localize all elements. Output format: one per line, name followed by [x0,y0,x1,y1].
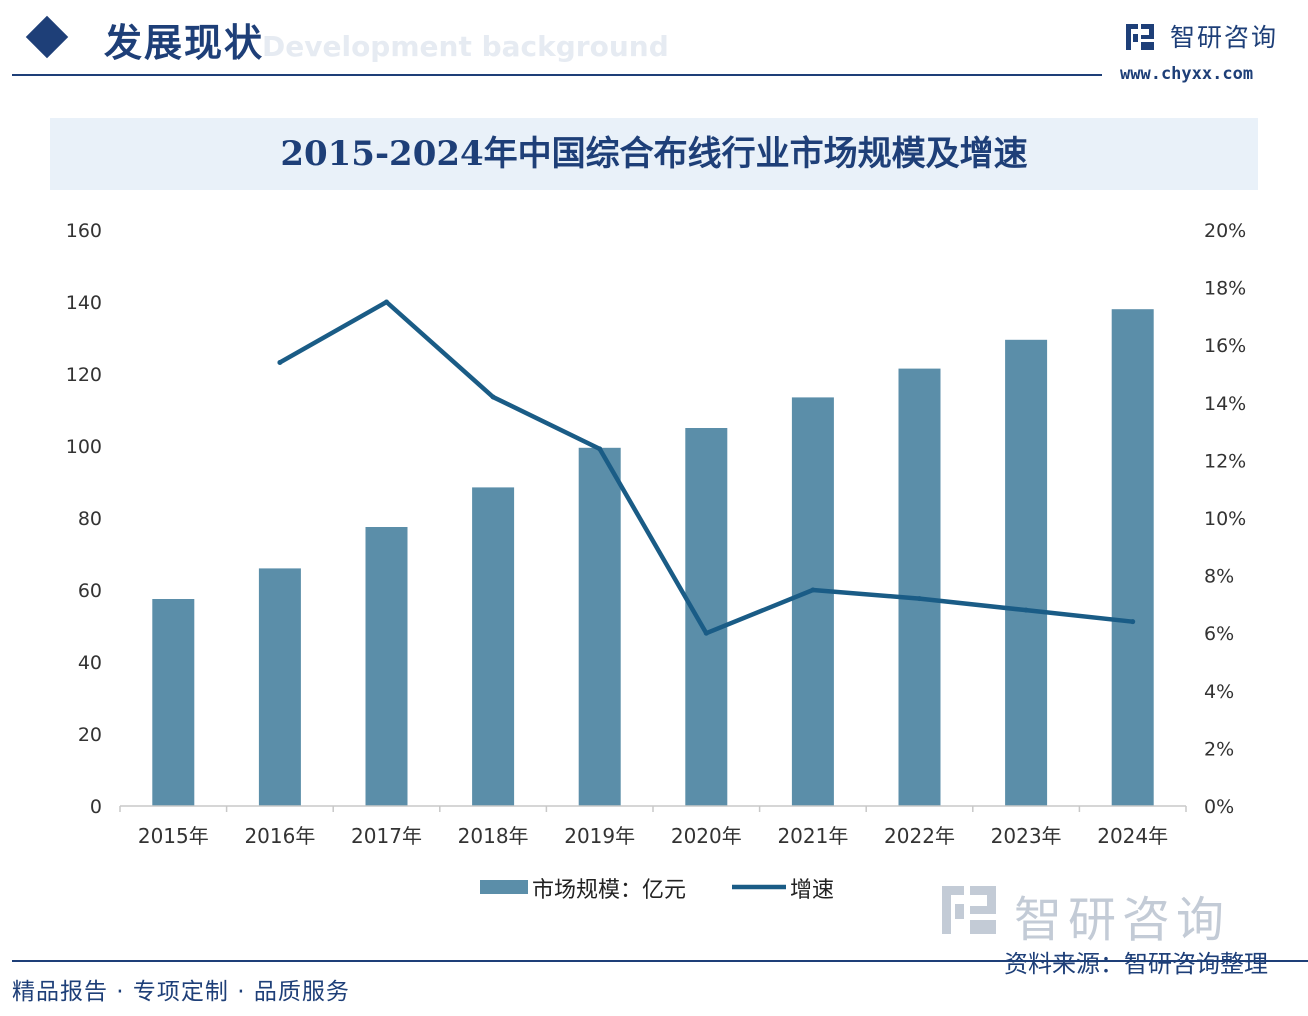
bar [472,487,515,806]
x-tick-label: 2018年 [458,824,529,848]
footer-slogan: 精品报告 · 专项定制 · 品质服务 [12,979,350,1005]
x-tick-label: 2024年 [1097,824,1168,848]
y-left-tick-label: 100 [66,436,102,458]
y-right-tick-label: 0% [1204,796,1234,818]
bar [791,397,834,806]
y-left-tick-label: 0 [90,796,102,818]
bar [152,599,195,806]
bar [1005,339,1048,806]
line-point [384,299,389,305]
y-left-tick-label: 140 [66,292,102,314]
diamond-icon [25,15,69,59]
y-right-tick-label: 6% [1204,623,1234,645]
x-tick-label: 2017年 [351,824,422,848]
x-tick-label: 2016年 [244,824,315,848]
bar [685,428,728,806]
y-left-tick-label: 160 [66,220,102,242]
line-point [597,446,603,452]
source-logo-icon [942,886,996,934]
legend-bar-swatch [480,880,528,894]
line-point [1023,607,1029,613]
bar [1111,309,1154,806]
chart-title-band [50,118,1258,190]
y-left-tick-label: 20 [78,724,102,746]
y-left-tick-label: 40 [78,652,102,674]
line-point [1130,619,1136,625]
y-right-tick-label: 12% [1204,450,1246,472]
x-tick-label: 2022年 [884,824,955,848]
y-right-tick-label: 20% [1204,220,1246,242]
x-tick-label: 2015年 [138,824,209,848]
section-subtitle: Development background [262,30,669,63]
bar [898,368,941,806]
brand-url: www.chyxx.com [1120,64,1254,84]
header-divider [12,74,1102,76]
x-tick-label: 2021年 [777,824,848,848]
y-right-tick-label: 2% [1204,738,1234,760]
line-point [490,394,496,400]
bar-line-chart: 0 20 40 60 80 100 120 140 160 0% 2% 4% 6% 8% 10% 12% 14%… [66,220,1247,900]
x-tick-label: 2020年 [671,824,742,848]
line-point [703,630,709,636]
y-right-tick-label: 16% [1204,335,1246,357]
y-left-tick-label: 120 [66,364,102,386]
y-left-tick-label: 80 [78,508,102,530]
y-right-tick-label: 10% [1204,508,1246,530]
footer-divider [12,960,1308,962]
header: Development background 发展现状 智研咨询 www.chy… [0,0,1308,90]
x-tick-label: 2023年 [991,824,1062,848]
brand-name: 智研咨询 [1170,23,1279,52]
x-tick-label: 2019年 [564,824,635,848]
legend-line-label: 增速 [790,878,834,900]
line-point [277,359,283,365]
y-right-tick-label: 14% [1204,393,1246,415]
y-right-tick-label: 8% [1204,566,1234,588]
y-right-tick-label: 18% [1204,278,1246,300]
bar [365,527,408,806]
y-right-tick-label: 4% [1204,681,1234,703]
legend-bar-label: 市场规模：亿元 [532,878,686,900]
y-left-tick-label: 60 [78,580,102,602]
line-point [917,596,922,602]
bar [578,447,621,806]
section-title: 发展现状 [104,21,265,65]
chyxx-logo-icon [1126,24,1154,50]
source-brand: 智研咨询 [1014,892,1231,948]
bar [258,568,301,806]
chart-title: 2015-2024年中国综合布线行业市场规模及增速 [280,134,1028,174]
line-point [810,587,816,593]
